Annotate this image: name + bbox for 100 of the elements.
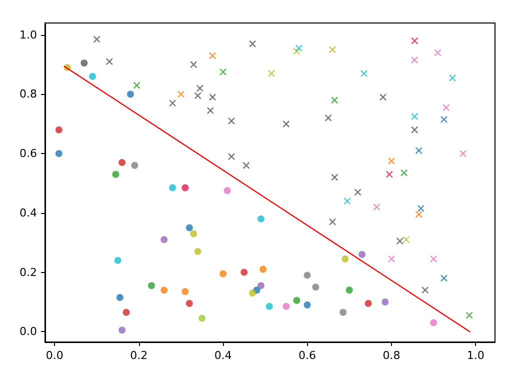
point [208,52,216,60]
point [112,170,120,178]
point [388,157,396,165]
point [328,218,336,226]
point [328,46,336,54]
y-tick-label: 0.4 [20,206,37,220]
point [116,294,124,301]
point [400,169,408,176]
point [364,300,372,307]
point [282,120,290,128]
point [89,72,96,80]
point [257,282,264,290]
x-tick-label: 1.0 [466,349,484,362]
point [198,314,206,322]
point [160,286,168,294]
point [186,300,193,307]
point [93,36,100,43]
x-tick-label: 0.2 [130,349,148,362]
point [131,162,138,169]
point [55,150,62,158]
point [304,272,311,279]
point [126,90,134,98]
point [260,266,267,273]
point [206,106,214,114]
x-tick-label: 0.4 [214,349,232,362]
point [466,312,473,319]
point [190,230,198,238]
x-tick-label: 0.8 [382,349,400,362]
point [186,224,193,232]
point [190,60,198,68]
x-tick-label: 0.0 [46,349,64,362]
point [344,197,351,205]
point [430,319,438,326]
point [224,187,231,194]
point [434,49,442,56]
point [182,288,189,296]
point [248,40,256,48]
point [160,236,168,244]
point [293,48,300,55]
point [114,256,122,264]
point [148,282,155,290]
point [411,37,418,44]
point [266,302,273,310]
point [411,112,418,120]
point [55,126,62,134]
point [411,126,418,134]
y-tick-label: 0.6 [20,147,37,160]
point [415,210,422,218]
point [331,96,338,104]
point [422,286,429,294]
point [346,286,353,294]
point [219,68,227,76]
y-tick-label: 1.0 [20,28,37,42]
x-tick-label: 0.6 [298,349,316,362]
point [402,236,410,244]
point [340,308,347,316]
point [257,215,264,222]
point [242,162,250,170]
point [411,56,418,64]
y-tick-label: 0.0 [20,325,37,338]
point [177,90,185,98]
point [312,284,320,291]
point [379,94,387,101]
point [304,301,311,308]
y-tick-label: 0.8 [20,88,37,101]
point [106,58,114,66]
point [228,152,236,160]
point [122,308,130,316]
point [459,150,467,158]
point [228,117,236,125]
point [324,114,332,122]
point [182,184,189,192]
point [388,255,396,263]
point [358,250,366,258]
point [249,290,256,297]
point [80,60,88,67]
point [442,104,450,112]
point [118,158,126,166]
point [118,326,126,334]
point [386,170,393,178]
point [194,248,202,255]
point [448,74,456,82]
point [382,298,389,306]
point [354,188,362,196]
point [208,94,216,101]
point [169,184,176,192]
point [293,296,300,304]
point [240,268,248,276]
point [295,44,302,52]
point [396,238,404,245]
point [268,70,276,78]
point [133,82,140,89]
point [430,255,438,263]
y-tick-label: 0.2 [20,266,37,279]
point [360,70,368,78]
point [168,100,176,107]
point [220,270,227,278]
point [342,255,349,262]
point [373,203,380,211]
point [331,174,338,181]
